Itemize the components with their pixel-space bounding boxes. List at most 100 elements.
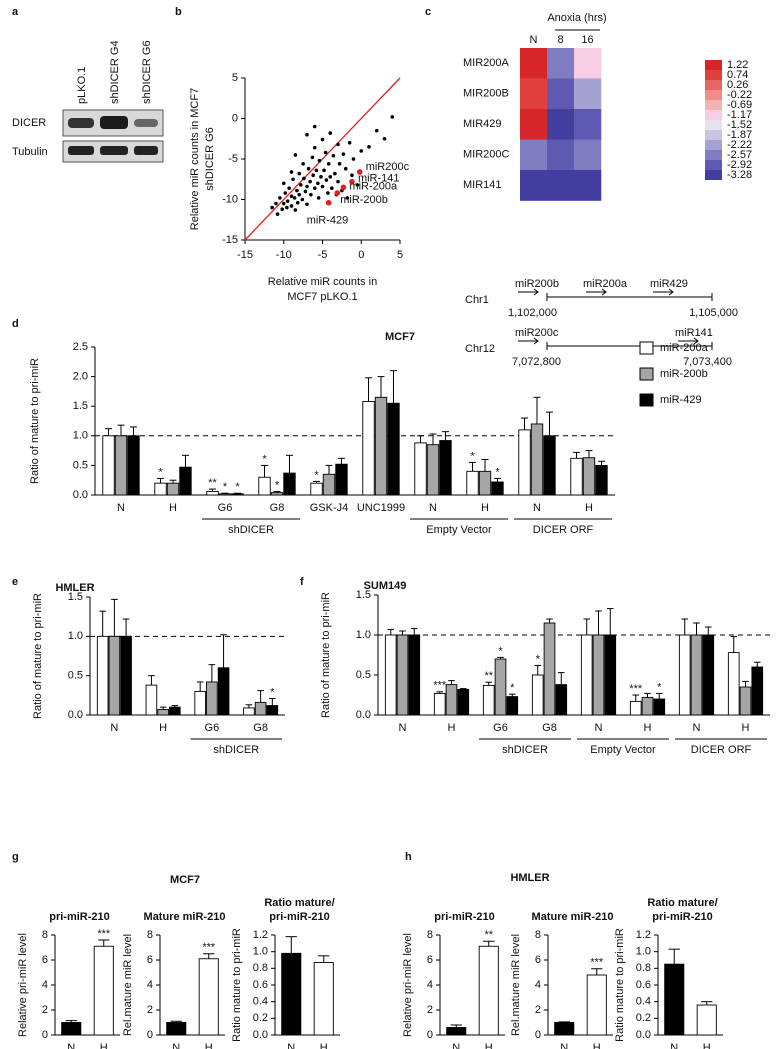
colorbar-label: -1.52 — [727, 119, 752, 131]
panel-letter: f — [300, 576, 304, 588]
y-tick-label: -15 — [222, 234, 238, 246]
y-tick-label: 0 — [232, 112, 238, 124]
y-tick-label: 1.0 — [253, 946, 268, 958]
y-tick-label: 0.6 — [636, 979, 651, 991]
y-tick-label: 0.0 — [356, 709, 371, 721]
bar — [494, 658, 507, 716]
point — [289, 194, 294, 199]
blot-row-label: DICER — [12, 117, 46, 129]
bar — [387, 402, 400, 496]
y-axis-label: Rel.mature miR level — [510, 934, 522, 1036]
x-tick-label: G6 — [205, 722, 220, 734]
colorbar-swatch — [705, 120, 722, 130]
heatmap-cell — [520, 48, 548, 79]
gene-label: miR200b — [515, 278, 559, 290]
bar — [114, 435, 128, 496]
lane-label: shDICER G6 — [141, 40, 153, 104]
point — [302, 176, 306, 181]
x-tick-label: N — [67, 1042, 75, 1049]
panel-letter: b — [175, 6, 182, 18]
point — [320, 184, 325, 189]
y-tick-label: 2.0 — [73, 371, 88, 383]
significance: * — [657, 681, 662, 693]
point — [343, 166, 348, 171]
point — [285, 205, 289, 210]
point — [355, 183, 360, 187]
x-tick-label: N — [172, 1042, 180, 1049]
y-tick-label: 6 — [42, 954, 48, 966]
bar — [283, 472, 296, 496]
bar — [322, 473, 336, 496]
point — [309, 192, 313, 197]
point — [311, 173, 316, 177]
point — [275, 212, 280, 216]
point — [367, 145, 371, 149]
x-tick-label: H — [585, 502, 593, 514]
bar — [439, 440, 452, 496]
colorbar-swatch — [705, 90, 722, 100]
colorbar-label: -0.69 — [727, 99, 752, 111]
x-tick-label: N — [110, 722, 118, 734]
colorbar-swatch — [705, 130, 722, 140]
point — [328, 131, 333, 135]
panel-letter: e — [12, 576, 18, 588]
x-tick-label: H — [448, 722, 456, 734]
colorbar-label: 0.74 — [727, 69, 748, 81]
bar — [478, 945, 499, 1036]
bar — [266, 705, 279, 716]
bar — [61, 1022, 82, 1036]
significance: * — [270, 686, 275, 698]
y-tick-label: 0.5 — [356, 669, 371, 681]
bar — [414, 442, 427, 496]
y-tick-label: 5 — [232, 72, 238, 84]
point — [336, 179, 340, 184]
bar — [604, 634, 617, 716]
x-tick-label: N — [533, 502, 541, 514]
group-label: shDICER — [502, 744, 548, 756]
bar — [445, 684, 458, 716]
x-tick-label: H — [742, 722, 750, 734]
y-tick-label: 6 — [427, 954, 433, 966]
colorbar-swatch — [705, 160, 722, 170]
y-tick-label: 0.8 — [253, 962, 268, 974]
lane-label: shDICER G4 — [109, 40, 121, 104]
x-tick-label: N — [429, 502, 437, 514]
y-tick-label: 1.5 — [68, 591, 83, 603]
row-label: MIR200A — [463, 57, 510, 69]
bar — [664, 963, 685, 1036]
x-tick-label: N — [595, 722, 603, 734]
bar — [739, 686, 752, 716]
colorbar-label: -1.17 — [727, 109, 752, 121]
y-tick-label: 4 — [535, 979, 541, 991]
x-tick-label: -10 — [276, 249, 292, 261]
chart-title: MCF7 — [385, 331, 415, 343]
y-axis-label: Ratio of mature to pri-miR — [29, 358, 41, 484]
gene-arrow — [586, 288, 607, 296]
y-tick-label: 6 — [535, 954, 541, 966]
gene-arrow — [678, 337, 699, 345]
point — [312, 186, 317, 190]
x-tick-label: H — [100, 1042, 108, 1049]
bar — [482, 684, 495, 716]
x-tick-label: N — [560, 1042, 568, 1049]
y-tick-label: -10 — [222, 193, 238, 205]
x-tick-label: H — [169, 502, 177, 514]
y-axis-label: Relative pri-miR level — [17, 933, 29, 1037]
panel-title: MCF7 — [170, 874, 200, 886]
y-tick-label: 2 — [147, 1004, 153, 1016]
gene-arrow — [518, 288, 539, 296]
x-tick-label: G6 — [493, 722, 508, 734]
x-tick-label: H — [159, 722, 167, 734]
group-label: shDICER — [213, 744, 259, 756]
colorbar-swatch — [705, 140, 722, 150]
gene-arrow — [518, 337, 539, 345]
bar — [362, 401, 375, 496]
bar — [466, 470, 479, 496]
gene-arrow — [653, 288, 674, 296]
bar — [281, 952, 302, 1036]
x-tick-label: G8 — [253, 722, 268, 734]
bar — [543, 622, 556, 716]
y-tick-label: 8 — [147, 929, 153, 941]
y-tick-label: 0.0 — [253, 1029, 268, 1041]
y-axis-label: Rel.mature miR level — [122, 934, 134, 1036]
